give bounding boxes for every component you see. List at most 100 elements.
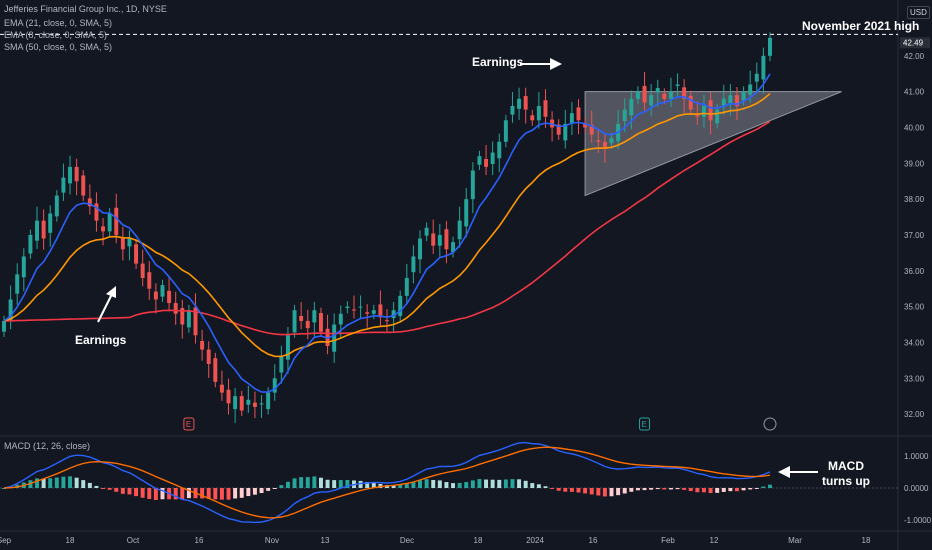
macd-histogram-bar: [61, 476, 66, 488]
macd-histogram-bar: [325, 479, 330, 488]
macd-histogram-bar: [721, 488, 726, 492]
candle-body: [292, 310, 297, 333]
candle: [391, 301, 396, 333]
candle: [629, 90, 634, 130]
macd-histogram-bar: [206, 488, 211, 499]
candle: [318, 307, 323, 338]
macd-histogram-bar: [682, 488, 687, 490]
macd-histogram-bar: [358, 480, 363, 488]
macd-histogram-bar: [457, 482, 462, 488]
earnings-annotation-right: Earnings: [472, 55, 524, 69]
currency-badge[interactable]: USD: [907, 6, 930, 19]
price-tick-label: 42.00: [904, 52, 925, 61]
candle: [2, 315, 6, 338]
candle: [213, 352, 218, 388]
candle-body: [484, 159, 489, 167]
nov-2021-high-annotation: November 2021 high: [802, 19, 920, 33]
candle: [530, 109, 535, 126]
candle: [41, 209, 46, 250]
candle: [167, 276, 172, 312]
earnings-marker: E: [183, 417, 195, 431]
candle-body: [444, 229, 449, 250]
candle: [543, 89, 548, 128]
ema8-legend: EMA (8, close, 0, SMA, 5): [4, 30, 108, 40]
candle: [655, 79, 660, 107]
macd-histogram-bar: [391, 485, 396, 488]
candle: [246, 385, 251, 414]
macd-tick-label: 1.0000: [904, 452, 929, 461]
candle: [15, 263, 20, 305]
candle-body: [583, 123, 588, 128]
candle: [378, 290, 383, 326]
price-tick-label: 39.00: [904, 159, 925, 168]
macd-histogram-bar: [602, 488, 607, 497]
candle: [325, 314, 330, 355]
candle-body: [543, 100, 548, 117]
candle-body: [675, 84, 680, 86]
macd-histogram-bar: [246, 488, 251, 497]
candle: [233, 387, 238, 424]
candle-body: [768, 37, 772, 56]
candle: [385, 309, 389, 333]
macd-histogram-bar: [735, 488, 739, 492]
candle-body: [312, 310, 317, 323]
candle: [21, 248, 26, 292]
candle: [305, 309, 310, 340]
macd-histogram-bar: [596, 488, 601, 496]
candle: [437, 223, 442, 257]
macd-histogram-bar: [649, 488, 654, 490]
price-tick-label: 38.00: [904, 195, 925, 204]
macd-histogram-bar: [497, 479, 502, 488]
candle-body: [15, 274, 20, 294]
candle-body: [563, 123, 568, 141]
macd-histogram-bar: [318, 477, 323, 488]
macd-histogram-bar: [609, 488, 614, 497]
candle: [649, 84, 654, 117]
candle: [239, 390, 244, 416]
candle-body: [193, 307, 198, 336]
sma50-legend: SMA (50, close, 0, SMA, 5): [4, 42, 113, 52]
macd-histogram-bar: [741, 488, 746, 491]
candle: [292, 304, 297, 338]
macd-arrow-head: [778, 466, 790, 478]
candle-body: [127, 238, 132, 247]
candle-body: [259, 403, 264, 405]
macd-histogram-bar: [464, 482, 469, 488]
macd-histogram-bar: [140, 488, 145, 498]
candle: [259, 395, 264, 419]
candle: [668, 77, 673, 108]
candle: [160, 279, 165, 302]
candle: [642, 71, 647, 111]
candle-body: [48, 213, 53, 233]
candle-body: [735, 95, 739, 106]
last-price-badge: [900, 37, 930, 49]
candle: [721, 84, 726, 115]
candle-body: [299, 315, 304, 321]
candle-body: [391, 310, 396, 319]
macd-histogram-bar: [424, 479, 429, 488]
time-tick-label: Dec: [400, 536, 414, 545]
candle: [312, 301, 317, 337]
candle: [87, 184, 92, 215]
macd-annotation-line2: turns up: [822, 474, 870, 488]
time-tick-label: 2024: [526, 536, 544, 545]
macd-histogram-bar: [272, 488, 277, 489]
candle: [761, 47, 766, 94]
time-tick-label: Nov: [265, 536, 279, 545]
candle: [517, 87, 522, 120]
macd-histogram-bar: [74, 477, 79, 488]
candle-body: [246, 399, 251, 405]
candle: [371, 304, 376, 320]
candle-body: [147, 272, 152, 289]
macd-histogram-bar: [510, 479, 515, 488]
macd-histogram-bar: [186, 488, 191, 499]
candle: [596, 129, 601, 153]
time-tick-label: Feb: [661, 536, 675, 545]
candle-body: [655, 88, 660, 93]
macd-histogram-bar: [365, 481, 370, 488]
candle: [61, 163, 66, 201]
candle: [252, 391, 257, 419]
candle: [186, 304, 191, 333]
macd-histogram-bar: [530, 483, 535, 488]
